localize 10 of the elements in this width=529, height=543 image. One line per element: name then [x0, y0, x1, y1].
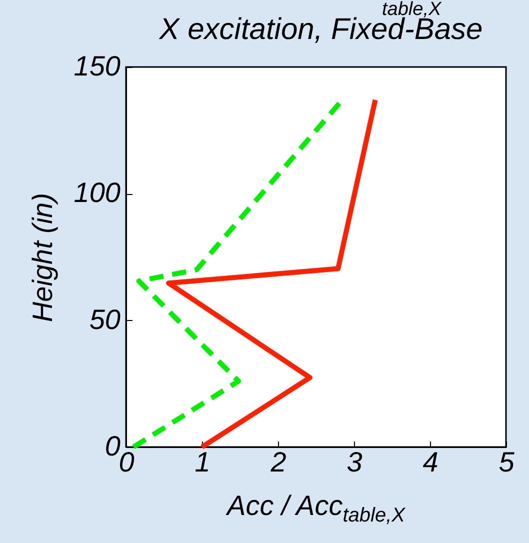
y-tick-label: 150 — [74, 50, 121, 82]
x-tick-label: 2 — [270, 446, 287, 478]
x-tick-label: 4 — [422, 446, 438, 478]
x-tick-label: 5 — [498, 446, 515, 478]
y-tick-label: 50 — [89, 304, 121, 335]
x-tick-label: 3 — [346, 446, 363, 478]
x-tick-label: 1 — [194, 446, 210, 478]
y-tick-label: 100 — [74, 177, 121, 208]
y-axis-title: Height (in) — [26, 192, 58, 322]
x-axis-title: Acc / Acc$_{table,X}$ — [227, 490, 405, 527]
